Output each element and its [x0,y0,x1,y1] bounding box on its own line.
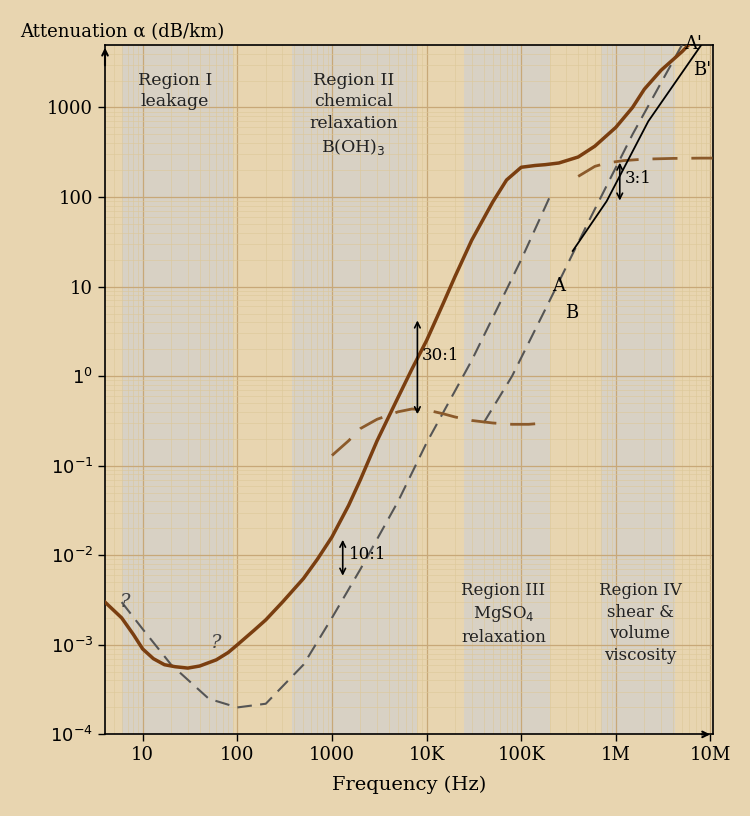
Bar [602,45,675,734]
Text: ?: ? [120,593,130,611]
Text: B: B [565,304,578,322]
Text: 30:1: 30:1 [422,348,460,365]
Bar [122,45,233,734]
Text: A: A [552,277,565,295]
Text: 10:1: 10:1 [349,547,386,563]
Text: ?: ? [211,634,221,652]
Bar [464,45,550,734]
Text: Region I
leakage: Region I leakage [138,72,212,110]
Bar [292,45,418,734]
Text: 3:1: 3:1 [625,170,652,187]
Text: Attenuation α (dB/km): Attenuation α (dB/km) [20,24,224,42]
Text: Region III
MgSO$_4$
relaxation: Region III MgSO$_4$ relaxation [461,583,546,645]
Text: Region II
chemical
relaxation
B(OH)$_3$: Region II chemical relaxation B(OH)$_3$ [309,72,398,157]
X-axis label: Frequency (Hz): Frequency (Hz) [332,775,486,794]
Text: B': B' [693,61,711,79]
Text: Region IV
shear &
volume
viscosity: Region IV shear & volume viscosity [598,583,682,664]
Text: A': A' [683,35,701,53]
